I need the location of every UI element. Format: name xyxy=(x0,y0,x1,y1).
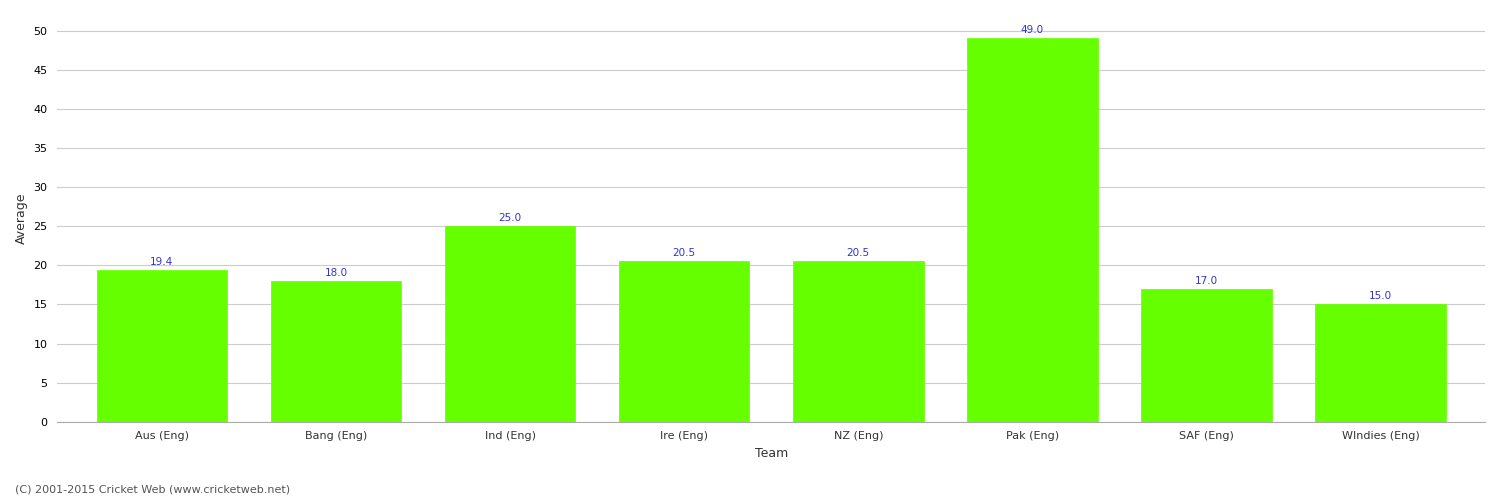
Bar xyxy=(794,262,924,422)
Bar xyxy=(446,226,576,422)
Bar xyxy=(968,38,1098,422)
Bar xyxy=(620,262,750,422)
X-axis label: Team: Team xyxy=(754,447,788,460)
Bar xyxy=(270,281,400,422)
Y-axis label: Average: Average xyxy=(15,192,28,244)
Text: 25.0: 25.0 xyxy=(498,213,522,223)
Bar xyxy=(96,270,226,422)
Text: 49.0: 49.0 xyxy=(1022,26,1044,36)
Text: 19.4: 19.4 xyxy=(150,257,174,267)
Text: 17.0: 17.0 xyxy=(1196,276,1218,285)
Text: 18.0: 18.0 xyxy=(324,268,348,278)
Text: (C) 2001-2015 Cricket Web (www.cricketweb.net): (C) 2001-2015 Cricket Web (www.cricketwe… xyxy=(15,485,290,495)
Bar xyxy=(1142,289,1272,422)
Bar xyxy=(1316,304,1446,422)
Text: 15.0: 15.0 xyxy=(1370,292,1392,302)
Text: 20.5: 20.5 xyxy=(846,248,870,258)
Text: 20.5: 20.5 xyxy=(672,248,696,258)
